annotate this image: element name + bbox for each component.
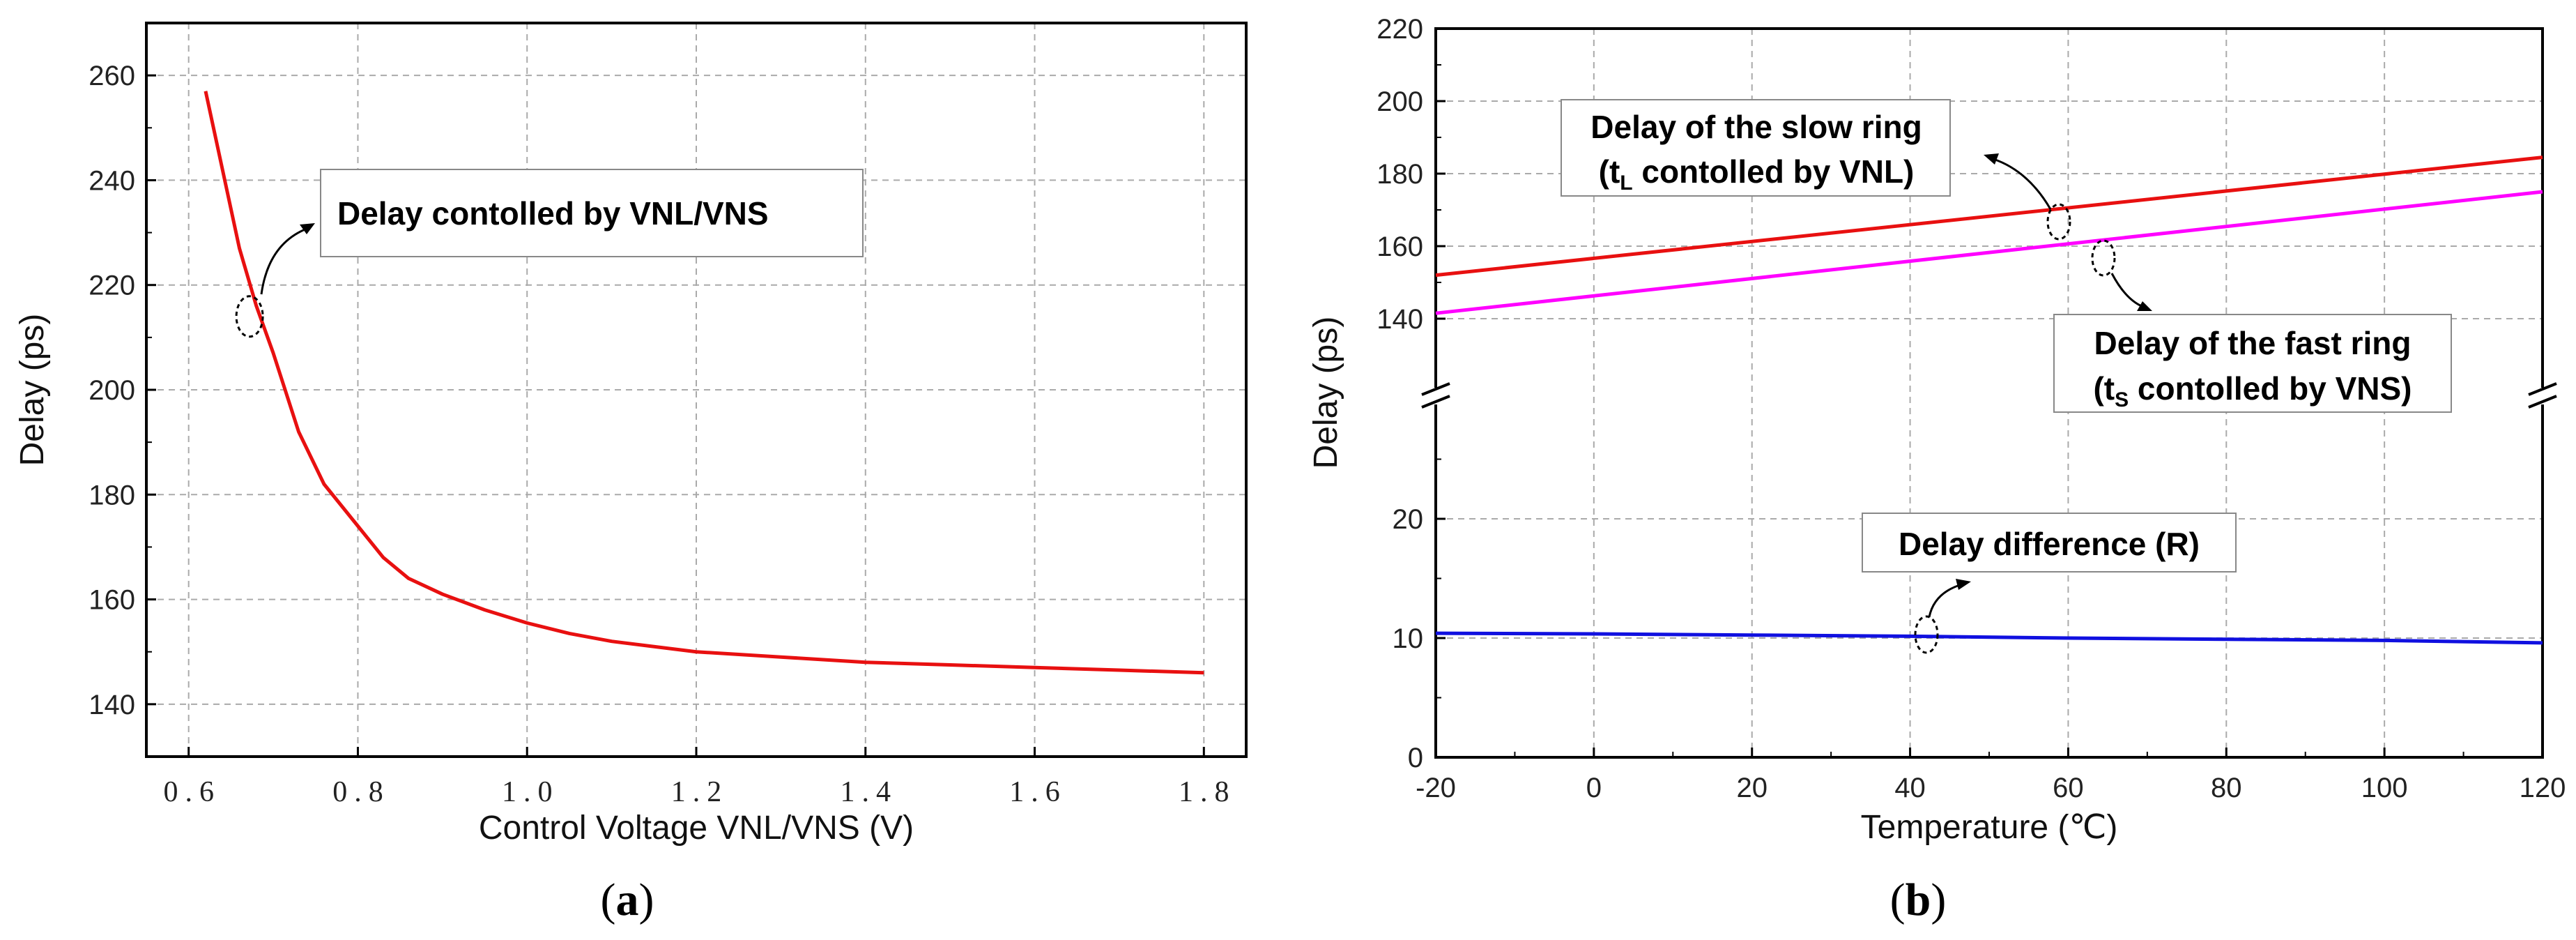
x-tick-label: -20: [1416, 773, 1456, 803]
x-tick-label: 1.8: [1179, 776, 1236, 808]
y-tick-label: 200: [89, 375, 135, 406]
x-tick-label: 0.8: [332, 776, 390, 808]
annotation-arrow-a: [260, 227, 307, 295]
x-tick-label: 1.2: [671, 776, 729, 808]
annotation-arrowhead-a: [300, 223, 315, 234]
series-line-delay: [204, 91, 1204, 675]
y-tick-label: 180: [89, 480, 135, 510]
x-tick-label: 40: [1894, 773, 1926, 803]
annotation-slow-ring: Delay of the slow ring: [1590, 109, 1922, 145]
annotation-arrow-fast: [2110, 273, 2144, 308]
annotation-arrow-slow: [1993, 158, 2052, 210]
axis-break-right: [2528, 382, 2557, 409]
x-tick-label: 100: [2361, 773, 2408, 803]
y-tick-label: 140: [1377, 304, 1423, 335]
x-tick-label: 1.4: [841, 776, 898, 808]
x-tick-label: 20: [1736, 773, 1768, 803]
panel-caption-b: (b): [1890, 874, 1947, 925]
annotation-delay-controlled: Delay contolled by VNL/VNS: [337, 195, 769, 232]
series-b: [1435, 156, 2543, 645]
annotation-box-slow: [1561, 99, 1951, 197]
panel-a: 0.6 0.8 1.0 1.2 1.4 1.6 1.8 140 160 180 200 220 240 2…: [14, 22, 1248, 925]
series-a: [204, 91, 1204, 675]
series-line-delay-difference: [1435, 631, 2543, 645]
annotation-slow-ring-detail: (tL contolled by VNL): [1599, 153, 1915, 195]
annotation-ellipse-slow: [2046, 203, 2071, 241]
y-tick-label: 260: [89, 61, 135, 91]
y-axis-label-b: Delay (ps): [1308, 317, 1344, 469]
y-tick-label: 180: [1377, 159, 1423, 190]
x-tick-label: 60: [2053, 773, 2084, 803]
x-tick-label: 80: [2211, 773, 2242, 803]
y-tick-label: 20: [1393, 504, 1424, 535]
x-tick-label: 120: [2520, 773, 2566, 803]
y-tick-label: 160: [1377, 232, 1423, 262]
y-tick-label: 0: [1408, 743, 1423, 773]
y-tick-label: 240: [89, 165, 135, 196]
y-axis-label-a: Delay (ps): [14, 314, 51, 467]
x-tick-label: 1.6: [1009, 776, 1067, 808]
x-axis-label-a: Control Voltage VNL/VNS (V): [479, 810, 914, 847]
annotation-ellipse-difference: [1914, 615, 1939, 654]
annotation-arrowhead-slow: [1984, 153, 1999, 165]
y-tick-label: 220: [89, 271, 135, 301]
grid-a: [146, 23, 1246, 757]
x-tick-label: 0.6: [163, 776, 221, 808]
annotation-delay-difference: Delay difference (R): [1899, 526, 2200, 562]
y-tick-label: 160: [89, 585, 135, 616]
series-line-slow-ring: [1435, 156, 2543, 278]
x-tick-label: 0: [1586, 773, 1602, 803]
y-tick-label: 10: [1393, 623, 1424, 654]
y-tick-label: 220: [1377, 14, 1423, 45]
panel-caption-a: (a): [601, 874, 654, 925]
x-tick-label: 1.0: [502, 776, 560, 808]
annotation-arrowhead-fast: [2137, 301, 2152, 311]
annotation-fast-ring: Delay of the fast ring: [2094, 325, 2412, 361]
annotation-ellipse-fast: [2091, 239, 2116, 277]
annotation-box-fast: [2053, 314, 2452, 413]
annotation-fast-ring-detail: (tS contolled by VNS): [2093, 370, 2412, 411]
annotation-arrow-difference: [1928, 583, 1963, 618]
ticks-a: 0.6 0.8 1.0 1.2 1.4 1.6 1.8 140 160 180 200 220 240 2…: [89, 22, 1236, 808]
axis-break-left: [1421, 382, 1450, 409]
annotation-arrowhead-difference: [1956, 579, 1971, 590]
series-line-fast-ring: [1435, 190, 2543, 315]
x-axis-label-b: Temperature (℃): [1861, 809, 2118, 846]
annotation-box-a: [320, 169, 864, 257]
y-tick-label: 140: [89, 690, 135, 720]
annotation-ellipse-a: [235, 295, 264, 338]
y-tick-label: 200: [1377, 86, 1423, 117]
annotation-box-difference: [1862, 513, 2237, 573]
